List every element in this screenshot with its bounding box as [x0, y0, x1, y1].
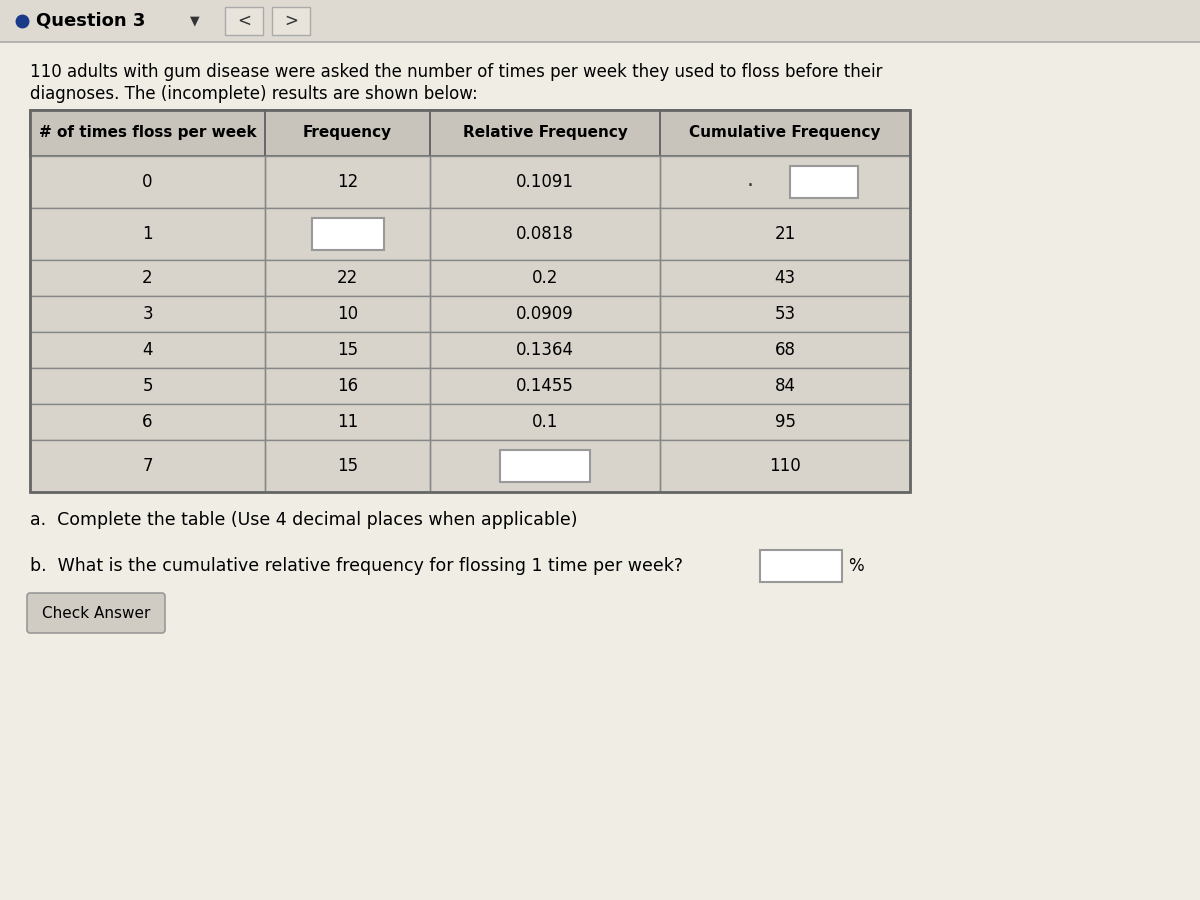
Text: 15: 15 [337, 457, 358, 475]
Text: 95: 95 [774, 413, 796, 431]
Text: # of times floss per week: # of times floss per week [38, 125, 257, 140]
Text: 43: 43 [774, 269, 796, 287]
Bar [30, 260, 265, 296]
Bar [30, 332, 910, 368]
Bar [660, 296, 910, 332]
Bar [430, 208, 660, 260]
Text: 0.1455: 0.1455 [516, 377, 574, 395]
Bar [226, 7, 263, 35]
Bar [30, 156, 910, 208]
Bar [30, 156, 265, 208]
Text: %: % [848, 557, 864, 575]
Text: >: > [284, 12, 298, 30]
Bar [30, 208, 910, 260]
Text: .: . [746, 170, 754, 190]
Bar [30, 368, 910, 404]
Bar [265, 208, 430, 260]
Text: 2: 2 [142, 269, 152, 287]
Bar [430, 404, 660, 440]
Text: diagnoses. The (incomplete) results are shown below:: diagnoses. The (incomplete) results are … [30, 85, 478, 103]
Bar [30, 296, 910, 332]
Bar [265, 368, 430, 404]
Text: 22: 22 [337, 269, 358, 287]
Bar [0, 0, 1200, 42]
Bar [430, 260, 660, 296]
Text: 6: 6 [143, 413, 152, 431]
Bar [312, 218, 384, 250]
Bar [30, 440, 265, 492]
Text: 16: 16 [337, 377, 358, 395]
Bar [30, 404, 265, 440]
Text: 1: 1 [142, 225, 152, 243]
Bar [265, 296, 430, 332]
Text: Cumulative Frequency: Cumulative Frequency [689, 125, 881, 140]
Text: Frequency: Frequency [302, 125, 392, 140]
Bar [430, 368, 660, 404]
Text: 0.1091: 0.1091 [516, 173, 574, 191]
Text: 0.1: 0.1 [532, 413, 558, 431]
Bar [660, 440, 910, 492]
Bar [272, 7, 310, 35]
Bar [30, 110, 265, 156]
Bar [790, 166, 858, 198]
Text: 0.2: 0.2 [532, 269, 558, 287]
Bar [265, 440, 430, 492]
Bar [265, 156, 430, 208]
Text: 110: 110 [769, 457, 800, 475]
Bar [30, 440, 910, 492]
Text: Check Answer: Check Answer [42, 606, 150, 620]
FancyBboxPatch shape [28, 593, 166, 633]
Text: 0: 0 [143, 173, 152, 191]
Bar [30, 404, 910, 440]
Bar [660, 110, 910, 156]
Text: 5: 5 [143, 377, 152, 395]
Text: 84: 84 [774, 377, 796, 395]
Text: b.  What is the cumulative relative frequency for flossing 1 time per week?: b. What is the cumulative relative frequ… [30, 557, 683, 575]
Text: 10: 10 [337, 305, 358, 323]
Text: 4: 4 [143, 341, 152, 359]
Text: 7: 7 [143, 457, 152, 475]
Bar [265, 404, 430, 440]
Bar [430, 110, 660, 156]
Bar [660, 404, 910, 440]
Bar [30, 208, 265, 260]
Text: a.  Complete the table (Use 4 decimal places when applicable): a. Complete the table (Use 4 decimal pla… [30, 511, 577, 529]
Bar [430, 440, 660, 492]
Bar [660, 156, 910, 208]
Text: 0.1364: 0.1364 [516, 341, 574, 359]
Bar [30, 110, 910, 156]
Text: <: < [238, 12, 251, 30]
Bar [760, 550, 842, 582]
Text: ▼: ▼ [190, 14, 200, 28]
Text: Question 3: Question 3 [36, 12, 145, 30]
Text: 68: 68 [774, 341, 796, 359]
Text: 3: 3 [142, 305, 152, 323]
Bar [430, 332, 660, 368]
Bar [660, 208, 910, 260]
Bar [660, 332, 910, 368]
Text: 21: 21 [774, 225, 796, 243]
Text: 11: 11 [337, 413, 358, 431]
Bar [30, 368, 265, 404]
Bar [430, 296, 660, 332]
Bar [265, 110, 430, 156]
Text: 12: 12 [337, 173, 358, 191]
Bar [30, 296, 265, 332]
Text: 0.0818: 0.0818 [516, 225, 574, 243]
Bar [30, 260, 910, 296]
Bar [500, 450, 590, 482]
Bar [265, 260, 430, 296]
Text: 53: 53 [774, 305, 796, 323]
Text: 110 adults with gum disease were asked the number of times per week they used to: 110 adults with gum disease were asked t… [30, 63, 882, 81]
Text: Relative Frequency: Relative Frequency [462, 125, 628, 140]
Bar [265, 332, 430, 368]
Bar [30, 332, 265, 368]
Text: 0.0909: 0.0909 [516, 305, 574, 323]
Bar [660, 368, 910, 404]
Bar [660, 260, 910, 296]
Text: 15: 15 [337, 341, 358, 359]
Bar [430, 156, 660, 208]
Bar [30, 110, 910, 492]
